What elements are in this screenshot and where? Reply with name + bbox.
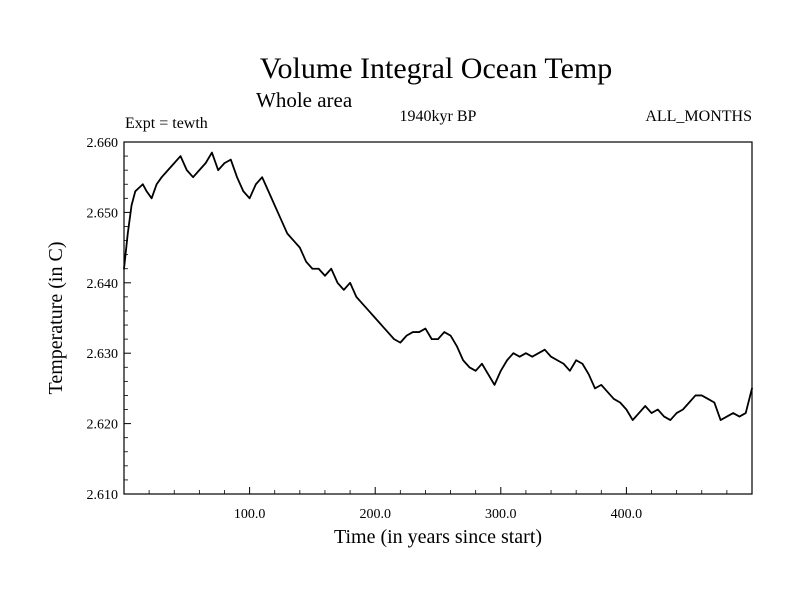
chart-subtitle: Whole area [256,88,353,112]
y-axis-label: Temperature (in C) [45,242,67,395]
x-tick-label: 100.0 [234,507,266,522]
y-tick-label: 2.660 [87,136,119,151]
y-tick-label: 2.640 [87,277,119,292]
y-tick-label: 2.630 [87,347,119,362]
x-axis-ticks: 100.0 200.0 300.0 400.0 [148,487,728,522]
temperature-series-line [123,151,753,421]
y-tick-label: 2.610 [87,488,119,503]
y-tick-label: 2.620 [87,418,119,433]
plot-frame [123,141,753,495]
y-tick-label: 2.650 [87,206,119,221]
chart-title: Volume Integral Ocean Temp [260,52,613,85]
center-note: 1940kyr BP [400,108,477,125]
x-tick-label: 200.0 [359,507,391,522]
right-note: ALL_MONTHS [645,108,752,125]
left-note: Expt = tewth [125,115,208,132]
x-tick-label: 300.0 [485,507,517,522]
x-tick-label: 400.0 [611,507,643,522]
x-axis-label: Time (in years since start) [334,526,542,548]
